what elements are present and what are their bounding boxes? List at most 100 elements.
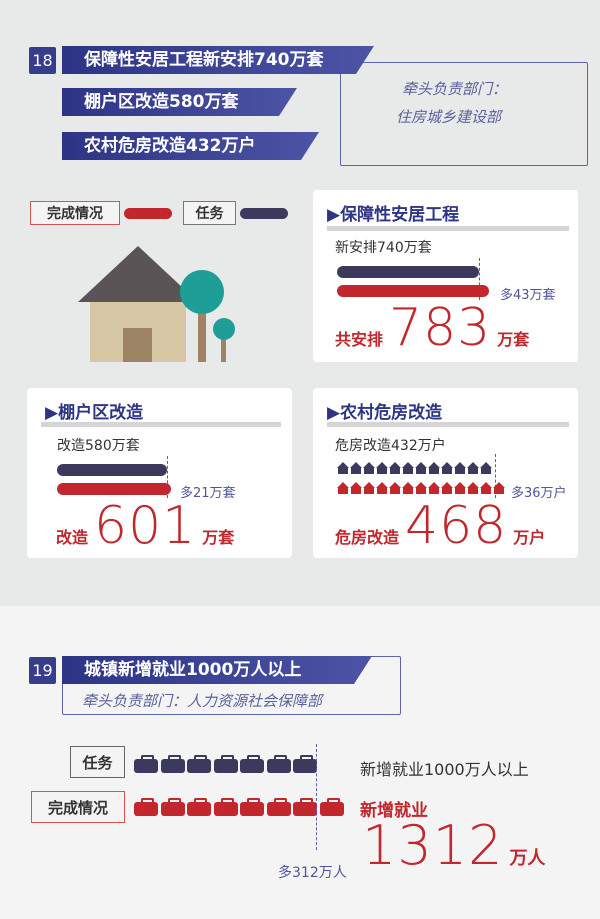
task-text: 改造580万套	[57, 438, 140, 454]
task-label: 任务	[70, 746, 125, 778]
card-title: 保障性安居工程	[340, 205, 460, 225]
house-icon	[493, 482, 505, 494]
house-icon	[467, 462, 479, 474]
more-text: 多21万套	[180, 486, 236, 501]
total-value: 468	[405, 496, 508, 556]
title-underline	[327, 226, 569, 231]
house-icon	[480, 462, 492, 474]
briefcase-icon	[134, 755, 159, 773]
house-icon	[402, 462, 414, 474]
card-title: 棚户区改造	[58, 403, 144, 423]
briefcase-icon	[187, 755, 212, 773]
task-text: 危房改造432万户	[335, 438, 446, 454]
total-unit: 万套	[497, 330, 530, 349]
briefcase-icon	[240, 798, 265, 816]
house-icon	[337, 462, 349, 474]
done-bar	[57, 483, 171, 495]
house-icon	[389, 462, 401, 474]
done-house-icons	[337, 482, 505, 494]
total-row: 共安排 783 万套	[335, 302, 529, 354]
done-unit: 万人	[509, 848, 546, 869]
house-icon	[376, 482, 388, 494]
legend-done-swatch	[124, 208, 172, 219]
more-text: 多312万人	[278, 865, 347, 881]
briefcase-icon	[319, 798, 345, 816]
total-value: 783	[389, 298, 492, 358]
legend-done: 完成情况	[30, 201, 120, 225]
done-prefix: 新增就业	[360, 801, 428, 821]
house-illustration	[78, 246, 235, 362]
title-underline	[327, 422, 569, 427]
task-bar	[337, 266, 479, 278]
briefcase-icon	[134, 798, 159, 816]
house-icon	[480, 482, 492, 494]
task-briefcase-icons	[134, 755, 318, 773]
done-briefcase-icons	[134, 798, 344, 816]
done-total: 1312	[362, 814, 504, 877]
section-number-badge: 18	[29, 47, 56, 74]
dept-text: 牵头负责部门：人力资源社会保障部	[82, 692, 323, 710]
task-marker-line	[495, 454, 496, 498]
briefcase-icon	[213, 798, 239, 816]
house-icon	[415, 482, 427, 494]
banner-rural: 农村危房改造432万户	[62, 132, 319, 160]
task-marker-line	[479, 258, 480, 300]
dept-name: 住房城乡建设部	[396, 108, 502, 126]
card-rural: ▶农村危房改造 危房改造432万户 多36万户 危房改造 468 万户	[313, 388, 578, 558]
triangle-icon: ▶	[327, 205, 341, 225]
briefcase-icon	[187, 798, 212, 816]
house-icon	[337, 482, 349, 494]
house-icon	[350, 482, 362, 494]
done-bar	[337, 285, 489, 297]
total-row: 改造 601 万套	[56, 500, 234, 552]
house-icon	[454, 462, 466, 474]
legend-task-swatch	[240, 208, 288, 219]
more-text: 多43万套	[500, 288, 556, 303]
total-prefix: 共安排	[335, 330, 384, 349]
house-icon	[415, 462, 427, 474]
briefcase-icon	[266, 798, 292, 816]
house-icon	[454, 482, 466, 494]
briefcase-icon	[160, 798, 186, 816]
triangle-icon: ▶	[327, 403, 341, 423]
card-title: 农村危房改造	[340, 403, 443, 423]
house-icon	[402, 482, 414, 494]
total-value: 601	[94, 496, 197, 556]
total-unit: 万户	[513, 528, 546, 547]
task-text: 新增就业1000万人以上	[360, 760, 529, 779]
dept-frame	[340, 62, 588, 166]
task-bar	[57, 464, 167, 476]
triangle-icon: ▶	[45, 403, 59, 423]
house-icon	[428, 482, 440, 494]
legend-task: 任务	[183, 201, 236, 225]
briefcase-icon	[266, 755, 292, 773]
house-icon	[428, 462, 440, 474]
total-prefix: 改造	[56, 528, 89, 547]
house-icon	[467, 482, 479, 494]
briefcase-icon	[293, 798, 318, 816]
total-prefix: 危房改造	[335, 528, 400, 547]
house-icon	[389, 482, 401, 494]
task-house-icons	[337, 462, 492, 474]
done-label: 完成情况	[31, 791, 125, 823]
banner-shantytown: 棚户区改造580万套	[62, 88, 297, 116]
briefcase-icon	[213, 755, 239, 773]
card-housing: ▶保障性安居工程 新安排740万套 多43万套 共安排 783 万套	[313, 190, 578, 362]
done-total-row: 1312 万人	[362, 814, 546, 877]
house-icon	[441, 462, 453, 474]
dept-label: 牵头负责部门：	[402, 80, 508, 98]
banner-housing: 保障性安居工程新安排740万套	[62, 46, 374, 74]
house-icon	[441, 482, 453, 494]
briefcase-icon	[160, 755, 186, 773]
more-text: 多36万户	[511, 486, 567, 501]
total-unit: 万套	[202, 528, 235, 547]
banner-employment: 城镇新增就业1000万人以上	[62, 656, 372, 684]
task-marker-line	[316, 744, 317, 850]
house-icon	[363, 482, 375, 494]
house-icon	[350, 462, 362, 474]
total-row: 危房改造 468 万户	[335, 500, 545, 552]
card-shantytown: ▶棚户区改造 改造580万套 多21万套 改造 601 万套	[27, 388, 292, 558]
briefcase-icon	[240, 755, 265, 773]
briefcase-icon	[293, 755, 318, 773]
title-underline	[41, 422, 281, 427]
